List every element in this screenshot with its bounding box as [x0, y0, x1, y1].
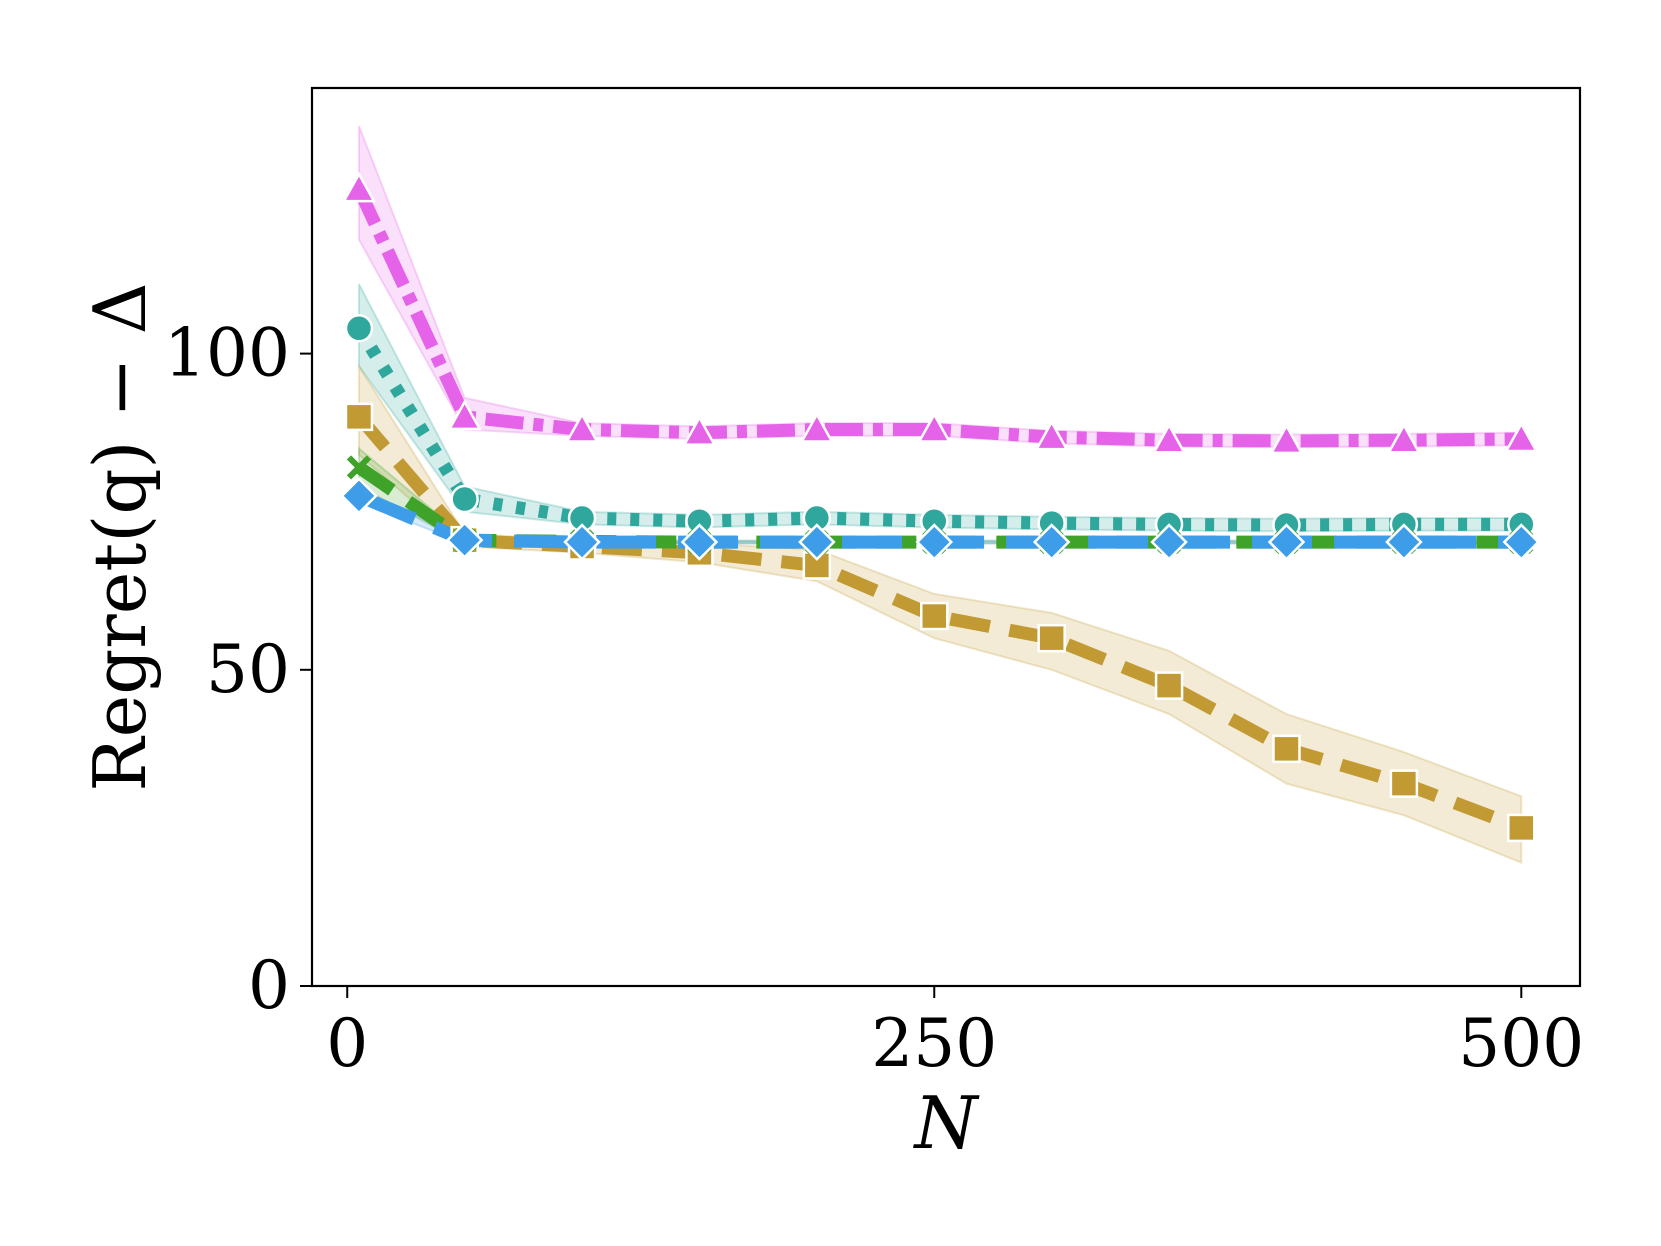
data-point	[344, 402, 374, 432]
data-point	[1502, 523, 1541, 561]
y-tick-label: 100	[164, 315, 290, 392]
y-axis-ticks: 0 50 100	[164, 315, 312, 1024]
y-tick-label: 0	[248, 947, 290, 1024]
data-point	[1150, 523, 1188, 561]
y-tick-label: 50	[206, 631, 290, 708]
data-point	[341, 171, 377, 203]
series-markers	[340, 171, 1541, 843]
data-point	[1507, 813, 1536, 843]
data-point	[682, 415, 717, 446]
data-point	[920, 601, 949, 631]
data-point	[1154, 671, 1184, 700]
x-tick-label: 500	[1458, 1005, 1584, 1082]
data-point	[799, 411, 834, 443]
data-point	[1269, 423, 1304, 455]
data-point	[680, 523, 719, 561]
x-axis-ticks: 0 250 500	[326, 986, 1584, 1082]
data-point	[346, 455, 372, 480]
y-axis-label: Regret(q) − Δ	[78, 282, 162, 791]
data-point	[1504, 421, 1539, 453]
data-point	[1386, 422, 1422, 454]
data-point	[917, 411, 952, 443]
x-tick-label: 0	[326, 1005, 368, 1082]
data-point	[1037, 623, 1066, 653]
data-point	[344, 314, 374, 343]
data-point	[1034, 419, 1069, 451]
data-point	[450, 484, 479, 514]
data-point	[563, 523, 601, 561]
data-point	[447, 399, 482, 431]
data-point	[1151, 422, 1187, 454]
plot-frame	[310, 86, 1582, 988]
data-point	[340, 477, 378, 515]
data-point	[1389, 769, 1419, 798]
x-tick-label: 250	[871, 1005, 997, 1082]
data-point	[1272, 734, 1301, 764]
series-line	[353, 186, 1522, 448]
x-axis-label: N	[913, 1081, 981, 1165]
data-point	[1267, 523, 1306, 561]
data-point	[1032, 523, 1071, 561]
data-point	[915, 523, 954, 561]
data-point	[1385, 523, 1423, 561]
data-point	[564, 411, 600, 443]
data-point	[798, 523, 836, 561]
data-point	[445, 521, 484, 559]
